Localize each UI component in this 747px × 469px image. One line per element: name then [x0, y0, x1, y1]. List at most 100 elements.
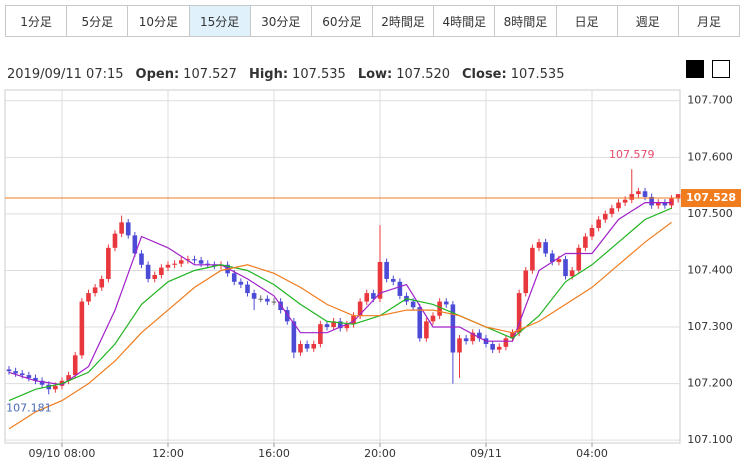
candle-body — [304, 344, 310, 349]
x-tick-label: 04:00 — [576, 447, 608, 460]
dark-theme-button[interactable] — [686, 60, 704, 78]
timeframe-tab[interactable]: 5分足 — [67, 6, 129, 36]
candle-body — [649, 196, 654, 206]
candle-body — [125, 222, 131, 236]
candle-body — [53, 385, 58, 390]
candle-body — [238, 281, 244, 285]
candle-body — [437, 301, 442, 316]
candle-body — [364, 293, 370, 302]
timeframe-tab[interactable]: 60分足 — [311, 6, 374, 36]
datetime: 2019/09/11 07:15 — [7, 67, 124, 82]
candle-body — [622, 199, 628, 203]
candle-body — [543, 242, 548, 254]
candle-body — [258, 298, 264, 300]
timeframe-tab[interactable]: 1分足 — [6, 6, 68, 36]
x-tick-label: 16:00 — [258, 447, 290, 460]
candle-body — [337, 321, 343, 329]
candle-body — [291, 321, 297, 353]
candle-body — [642, 191, 648, 197]
candle-body — [390, 278, 396, 282]
candle-body — [490, 344, 495, 350]
x-tick-label: 12:00 — [152, 447, 184, 460]
candle-body — [72, 355, 78, 376]
current-price-label: 107.528 — [686, 191, 736, 204]
candle-body — [79, 301, 85, 356]
candle-body — [139, 253, 144, 265]
candle-body — [33, 377, 38, 381]
y-tick-label: 107.400 — [687, 263, 733, 276]
ohlc-info: 2019/09/11 07:15 Open: 107.527 High: 107.535… — [7, 67, 564, 82]
candle-body — [443, 301, 449, 305]
candle-body — [119, 222, 124, 234]
timeframe-tab[interactable]: 週足 — [617, 6, 679, 36]
candle-body — [112, 233, 118, 248]
candle-body — [231, 273, 237, 282]
candle-body — [86, 293, 91, 302]
candle-body — [371, 293, 376, 299]
field-label: Open: — [135, 67, 180, 82]
candle-body — [145, 264, 151, 279]
candle-body — [549, 253, 555, 262]
candle-body — [19, 373, 25, 376]
field-label: Close: — [462, 67, 507, 82]
y-tick-label: 107.100 — [687, 433, 733, 446]
candle-body — [496, 346, 502, 350]
candle-body — [450, 304, 456, 353]
candle-body — [26, 375, 32, 378]
candle-body — [530, 247, 535, 271]
field-value: 107.527 — [183, 67, 237, 82]
candle-body — [675, 194, 681, 199]
field-label: Low: — [357, 67, 393, 82]
candle-body — [417, 307, 423, 339]
candle-body — [655, 202, 661, 206]
timeframe-tab[interactable]: 30分足 — [250, 6, 312, 36]
candle-body — [318, 324, 323, 345]
candle-body — [351, 315, 356, 325]
candle-body — [430, 315, 436, 322]
timeframe-tab[interactable]: 2時間足 — [373, 6, 435, 36]
candle-body — [152, 274, 158, 279]
moving-average-line — [8, 202, 672, 386]
y-tick-label: 107.700 — [687, 94, 733, 107]
candle-body — [251, 293, 257, 299]
moving-average-line — [8, 207, 672, 402]
candle-body — [331, 321, 336, 328]
timeframe-tab[interactable]: 日足 — [556, 6, 618, 36]
candle-body — [377, 261, 383, 299]
current-price-box — [681, 189, 741, 208]
field-value: 107.535 — [292, 67, 346, 82]
candle-body — [245, 284, 250, 294]
timeframe-tab[interactable]: 月足 — [678, 6, 740, 36]
timeframe-tab[interactable]: 4時間足 — [434, 6, 496, 36]
x-tick-label: 09/11 — [470, 447, 502, 460]
x-tick-label: 20:00 — [364, 447, 396, 460]
candle-body — [132, 235, 138, 254]
timeframe-tab[interactable]: 10分足 — [128, 6, 190, 36]
timeframe-tab[interactable]: 15分足 — [189, 6, 251, 36]
candle-body — [503, 338, 509, 347]
candle-body — [516, 293, 522, 333]
moving-average-line — [8, 221, 672, 430]
candle-body — [424, 321, 429, 339]
field-value: 107.535 — [510, 67, 565, 82]
candle-body — [596, 219, 601, 229]
light-theme-button[interactable] — [712, 60, 730, 78]
candle-body — [576, 247, 582, 271]
y-tick-label: 107.500 — [687, 207, 733, 220]
timeframe-tab[interactable]: 8時間足 — [495, 6, 557, 36]
timeframe-tabs: 1分足 5分足 10分足 15分足 30分足 60分足 2時間足 4時間足 8時間足 日足 週足 月足 — [5, 5, 740, 37]
candle-body — [66, 375, 71, 381]
candle-body — [39, 380, 45, 385]
candle-body — [357, 301, 363, 316]
candle-body — [477, 332, 482, 339]
candle-body — [284, 310, 290, 322]
candle-body — [165, 264, 171, 268]
annotation: 107.181 — [6, 401, 52, 414]
candle-body — [324, 324, 330, 328]
candle-body — [298, 344, 303, 353]
candle-body — [616, 202, 621, 209]
candle-body — [536, 242, 542, 248]
candle-body — [6, 369, 12, 372]
